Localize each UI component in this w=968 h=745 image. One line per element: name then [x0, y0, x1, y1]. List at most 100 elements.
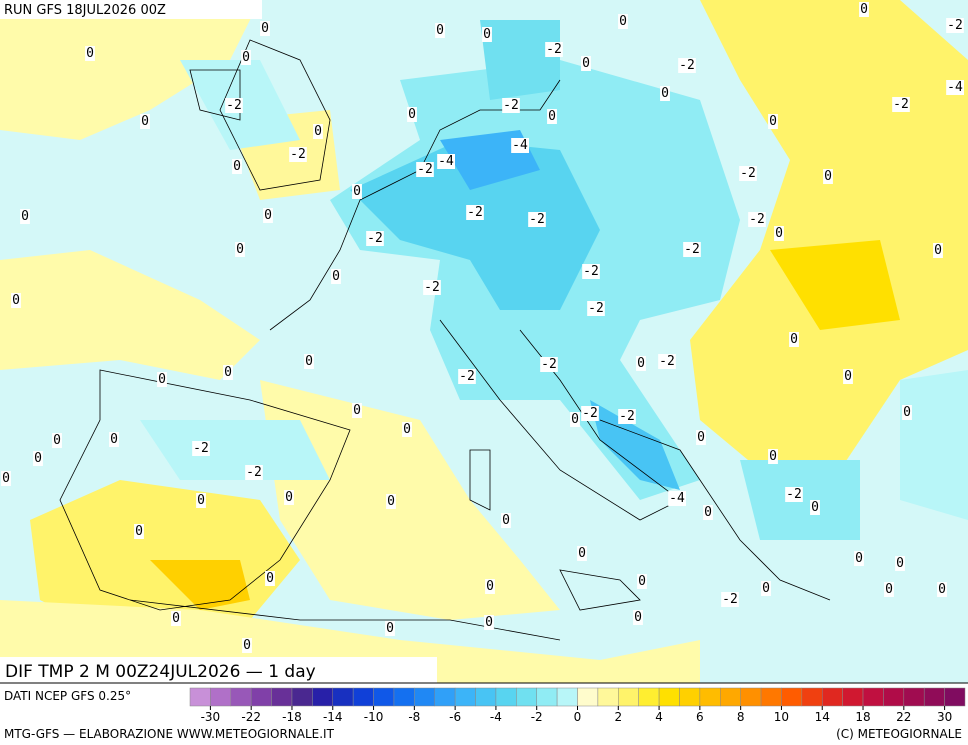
contour-label-bg	[895, 556, 905, 571]
contour-label: 0	[502, 513, 510, 528]
contour-label-bg	[892, 97, 910, 112]
contour-label: -2	[659, 354, 675, 369]
contour-label: -2	[193, 441, 209, 456]
color-cell	[332, 687, 354, 707]
contour-label: 0	[619, 14, 627, 29]
contour-label-bg	[884, 582, 894, 597]
color-cell	[740, 687, 762, 707]
tick-label: 2	[614, 710, 622, 724]
contour-label-bg	[581, 56, 591, 71]
contour-label-bg	[577, 546, 587, 561]
contour-label: 0	[903, 405, 911, 420]
contour-label: 0	[811, 500, 819, 515]
contour-label-bg	[416, 162, 434, 177]
contour-label: 0	[386, 621, 394, 636]
color-cell	[821, 687, 843, 707]
contour-label: 0	[790, 332, 798, 347]
contour-label: 0	[242, 50, 250, 65]
contour-label-bg	[528, 212, 546, 227]
color-bar: -30 -22 -18 -14 -10 -8 -6 -4 -2 0 2 4 6 8 10 14 18 22 30	[189, 687, 966, 724]
contour-label-bg	[331, 269, 341, 284]
contour-label: 0	[236, 242, 244, 257]
contour-label-bg	[304, 354, 314, 369]
contour-labels: 0 0 0 0 0 -2 0 0 -2 0 -2 -4 0 -2 -2 0 -2 0 0 0 0 -4 -2 -4 -2 0 -2 0…	[1, 2, 964, 653]
contour-label-bg	[458, 369, 476, 384]
tick-label: -14	[323, 710, 343, 724]
contour-label: 0	[403, 422, 411, 437]
contour-label-bg	[484, 615, 494, 630]
contour-label: -4	[669, 491, 685, 506]
contour-label-bg	[437, 154, 455, 169]
contour-label-bg	[109, 432, 119, 447]
contour-label: 0	[314, 124, 322, 139]
header-box	[0, 0, 262, 19]
color-cell	[454, 687, 476, 707]
contour-label: -2	[226, 98, 242, 113]
contour-label: 0	[353, 184, 361, 199]
contour-label: -2	[684, 242, 700, 257]
contour-label: 0	[197, 493, 205, 508]
color-cell	[577, 687, 599, 707]
contour-label-bg	[241, 50, 251, 65]
contour-label-bg	[245, 465, 263, 480]
contour-label-bg	[937, 582, 947, 597]
contour-label-bg	[843, 369, 853, 384]
contour-label-bg	[11, 293, 21, 308]
contour-label: 0	[53, 433, 61, 448]
color-cell	[373, 687, 395, 707]
color-cell	[923, 687, 945, 707]
tick-label: 8	[737, 710, 745, 724]
contour-label-bg	[140, 114, 150, 129]
color-cell	[842, 687, 864, 707]
contour-label: 0	[21, 209, 29, 224]
contour-label: 0	[243, 638, 251, 653]
contour-label-bg	[587, 301, 605, 316]
contour-label-bg	[235, 242, 245, 257]
contour-label: 0	[332, 269, 340, 284]
contour-label-bg	[668, 491, 686, 506]
contour-label: 0	[638, 574, 646, 589]
contour-label: -2	[947, 18, 963, 33]
tick-label: -6	[449, 710, 461, 724]
contour-label-bg	[946, 18, 964, 33]
contour-label: 0	[485, 615, 493, 630]
contour-label-bg	[859, 2, 869, 17]
contour-label: 0	[110, 432, 118, 447]
contour-label-bg	[284, 490, 294, 505]
contour-label: 0	[141, 114, 149, 129]
contour-label-bg	[423, 280, 441, 295]
title-box	[0, 657, 437, 683]
map-title: DIF TMP 2 M 00Z24JUL2026 — 1 day	[5, 662, 316, 682]
contour-label-bg	[157, 372, 167, 387]
contour-label: 0	[938, 582, 946, 597]
color-cell	[638, 687, 660, 707]
tick-label: 18	[855, 710, 870, 724]
contour-label: -2	[786, 487, 802, 502]
contour-label-bg	[540, 357, 558, 372]
contour-label: 0	[486, 579, 494, 594]
contour-label-bg	[352, 403, 362, 418]
tick-label: 22	[896, 710, 911, 724]
color-cell	[658, 687, 680, 707]
tick-label: 0	[574, 710, 582, 724]
contour-label-bg	[789, 332, 799, 347]
contour-label: -2	[619, 409, 635, 424]
contour-label-bg	[618, 14, 628, 29]
contour-label: 0	[661, 86, 669, 101]
contour-label: -2	[424, 280, 440, 295]
contour-label-bg	[933, 243, 943, 258]
contour-label-bg	[774, 226, 784, 241]
color-cell	[475, 687, 497, 707]
contour-label: 0	[769, 449, 777, 464]
contour-label: 0	[353, 403, 361, 418]
contour-label: -2	[722, 592, 738, 607]
tick-label: 30	[937, 710, 952, 724]
contour-label-bg	[352, 184, 362, 199]
contour-label: 0	[896, 556, 904, 571]
contour-label-bg	[785, 487, 803, 502]
contour-label: -2	[893, 97, 909, 112]
contour-label-bg	[482, 27, 492, 42]
contour-label-bg	[823, 169, 833, 184]
tick-label: -30	[201, 710, 221, 724]
contour-label-bg	[511, 138, 529, 153]
